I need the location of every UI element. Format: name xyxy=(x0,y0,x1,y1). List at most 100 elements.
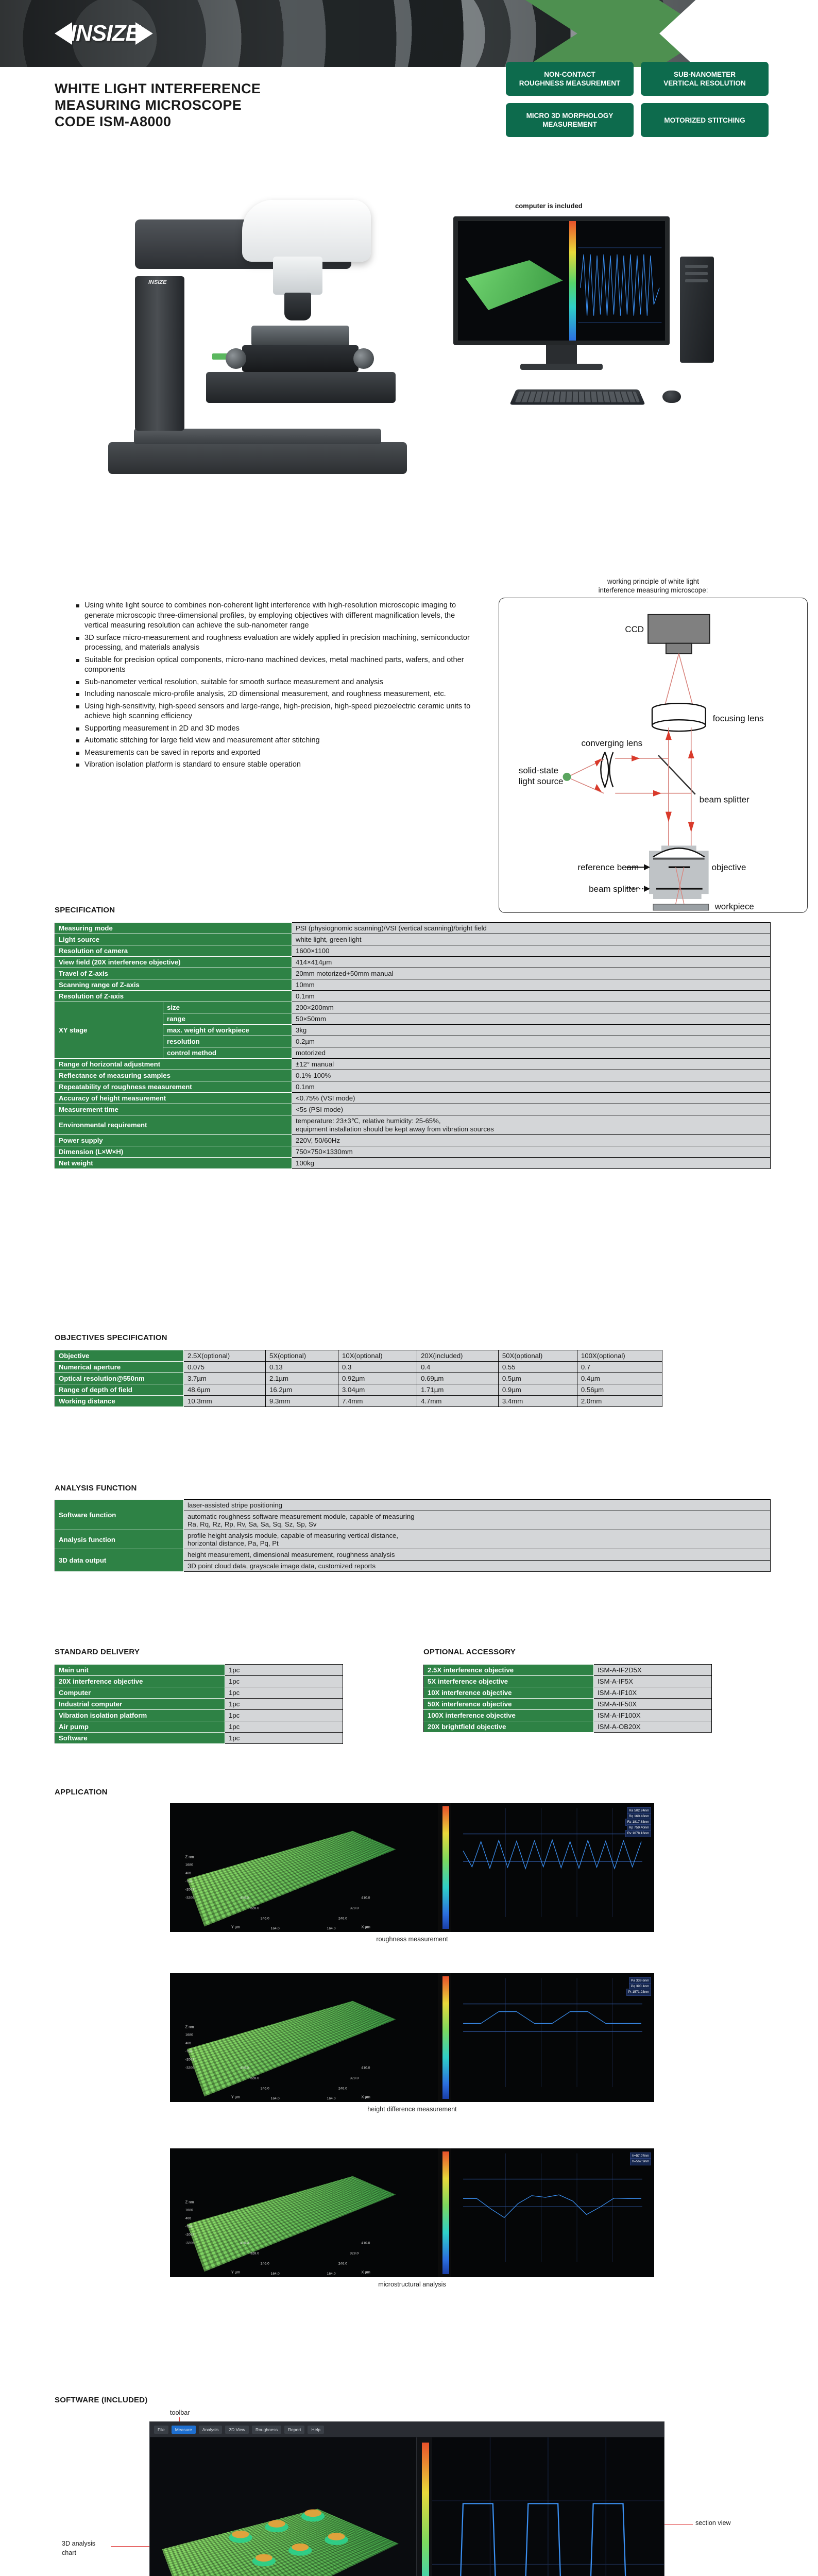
computer-included-note: computer is included xyxy=(515,202,583,210)
machine-stage-knob-left xyxy=(226,348,246,369)
table-row: Numerical aperture 0.075 0.13 0.3 0.4 0.55 0.7 xyxy=(55,1361,663,1373)
delivery-item-name: Vibration isolation platform xyxy=(55,1709,225,1721)
badge-2-line-1: SUB-NANOMETER xyxy=(673,71,736,78)
software-section-view[interactable] xyxy=(432,2437,664,2576)
table-row: max. weight of workpiece 3kg xyxy=(55,1024,771,1036)
svg-text:Y µm: Y µm xyxy=(231,1925,240,1929)
software-tab[interactable]: Help xyxy=(308,2425,324,2434)
table-row: 20X interference objective 1pc xyxy=(55,1675,343,1687)
callout-3d-chart-leader xyxy=(111,2546,152,2547)
svg-text:Z nm: Z nm xyxy=(185,2024,194,2029)
objectives-cell: 2.0mm xyxy=(576,1395,663,1407)
svg-text:X µm: X µm xyxy=(361,1925,370,1929)
plot-annotation: h=562.9nm xyxy=(630,2158,651,2165)
svg-text:410.0: 410.0 xyxy=(240,1896,249,1900)
optional-item-name: 10X interference objective xyxy=(423,1687,594,1699)
spec-value: 0.1%-100% xyxy=(292,1070,771,1081)
svg-text:164.0: 164.0 xyxy=(327,2272,336,2276)
optional-item-code: ISM-A-IF50X xyxy=(593,1698,712,1710)
spec-key: Measurement time xyxy=(55,1104,292,1115)
svg-text:246.0: 246.0 xyxy=(338,2262,347,2265)
svg-text:328.0: 328.0 xyxy=(350,2252,359,2256)
machine-stage-knob-right xyxy=(353,348,374,369)
badge-1-line-2: ROUGHNESS MEASUREMENT xyxy=(519,79,621,87)
svg-text:focusing lens: focusing lens xyxy=(713,714,764,723)
svg-text:-2002: -2002 xyxy=(185,2233,195,2237)
software-3d-analysis-chart[interactable] xyxy=(150,2437,417,2576)
svg-text:-798: -798 xyxy=(185,2050,193,2054)
application-profile-plot: h=57.07nm h=562.9nm xyxy=(451,2148,654,2277)
badge-micro-3d-morphology: MICRO 3D MORPHOLOGY MEASUREMENT xyxy=(506,103,634,137)
svg-text:410.0: 410.0 xyxy=(361,2242,370,2245)
software-toolbar[interactable]: File Measure Analysis 3D View Roughness Repor… xyxy=(150,2422,664,2437)
application-screenshot: Z nm 1680 406 -798 -2002 -3206 410.0 328.0 246.0… xyxy=(170,1973,654,2102)
table-row: Main unit 1pc xyxy=(55,1664,343,1676)
svg-text:X µm: X µm xyxy=(361,2270,370,2275)
objectives-row-key: Working distance xyxy=(55,1395,184,1407)
specification-table-wrap: Measuring mode PSI (physiognomic scanning… xyxy=(55,922,771,1169)
software-tab[interactable]: Analysis xyxy=(198,2425,223,2434)
objectives-cell: 0.4µm xyxy=(576,1372,663,1384)
feature-badges: NON-CONTACT ROUGHNESS MEASUREMENT SUB-NA… xyxy=(506,62,779,137)
objectives-column-header: 50X(optional) xyxy=(498,1350,577,1362)
objectives-cell: 3.7µm xyxy=(183,1372,266,1384)
feature-item: Suitable for precision optical component… xyxy=(75,655,477,675)
application-color-bar xyxy=(438,1973,452,2102)
monitor-3d-view xyxy=(458,221,570,341)
objectives-row-key: Range of depth of field xyxy=(55,1384,184,1396)
table-row: Working distance 10.3mm 9.3mm 7.4mm 4.7mm 3.4… xyxy=(55,1395,663,1407)
table-row: 3D point cloud data, grayscale image dat… xyxy=(55,1560,771,1572)
table-row: 50X interference objective ISM-A-IF50X xyxy=(423,1698,712,1710)
spec-value: 220V, 50/60Hz xyxy=(292,1134,771,1146)
software-screenshot: File Measure Analysis 3D View Roughness Repor… xyxy=(149,2421,664,2576)
objectives-cell: 9.3mm xyxy=(265,1395,339,1407)
objectives-cell: 16.2µm xyxy=(265,1384,339,1396)
objectives-column-header: 5X(optional) xyxy=(265,1350,339,1362)
optional-item-code: ISM-A-OB20X xyxy=(593,1721,712,1733)
optional-item-name: 50X interference objective xyxy=(423,1698,594,1710)
monitor-stand xyxy=(546,345,577,364)
software-tab[interactable]: File xyxy=(154,2425,168,2434)
svg-text:328.0: 328.0 xyxy=(350,2077,359,2080)
feature-item: Vibration isolation platform is standard… xyxy=(75,760,477,770)
optional-item-code: ISM-A-IF10X xyxy=(593,1687,712,1699)
spec-key: Scanning range of Z-axis xyxy=(55,979,292,991)
software-tab[interactable]: Report xyxy=(284,2425,305,2434)
svg-text:1680: 1680 xyxy=(185,2033,193,2037)
svg-text:Z nm: Z nm xyxy=(185,2199,194,2204)
optional-item-name: 20X brightfield objective xyxy=(423,1721,594,1733)
svg-text:1680: 1680 xyxy=(185,2208,193,2212)
objectives-table: Objective 2.5X(optional) 5X(optional) 10X(o… xyxy=(55,1350,663,1407)
application-profile-plot: Pa 339.6nm Pq 390.1nm Pt 1571.23nm xyxy=(451,1973,654,2102)
badge-3-line-1: MICRO 3D MORPHOLOGY xyxy=(526,112,614,120)
svg-text:Y µm: Y µm xyxy=(231,2270,240,2275)
table-row: Environmental requirement temperature: 23… xyxy=(55,1115,771,1135)
software-tab[interactable]: Roughness xyxy=(251,2425,281,2434)
machine-optical-head xyxy=(242,200,371,262)
table-row: Scanning range of Z-axis 10mm xyxy=(55,979,771,991)
table-row: 100X interference objective ISM-A-IF100X xyxy=(423,1709,712,1721)
software-tab[interactable]: 3D View xyxy=(225,2425,249,2434)
spec-subkey: range xyxy=(163,1013,292,1025)
spec-value: 10mm xyxy=(292,979,771,991)
spec-value: 750×750×1330mm xyxy=(292,1146,771,1158)
spec-value: <5s (PSI mode) xyxy=(292,1104,771,1115)
table-header-row: Objective 2.5X(optional) 5X(optional) 10X(o… xyxy=(55,1350,663,1362)
software-tab[interactable]: Measure xyxy=(171,2425,196,2434)
svg-text:164.0: 164.0 xyxy=(327,1927,336,1930)
svg-text:328.0: 328.0 xyxy=(250,2252,259,2256)
svg-text:406: 406 xyxy=(185,1871,192,1875)
svg-text:-2002: -2002 xyxy=(185,2058,195,2062)
delivery-table-wrap: Main unit 1pc 20X interference objective 1p… xyxy=(55,1664,343,1744)
logo-left-arrow-icon xyxy=(55,22,72,45)
objectives-column-header: 20X(included) xyxy=(417,1350,499,1362)
svg-text:164.0: 164.0 xyxy=(271,1927,280,1930)
table-row: Resolution of camera 1600×1100 xyxy=(55,945,771,957)
product-title-line-1: WHITE LIGHT INTERFERENCE xyxy=(55,81,261,96)
spec-value: <0.75% (VSI mode) xyxy=(292,1092,771,1104)
application-screenshot: Z nm 1680 406 -798 -2002 -3206 410.0 328.0 246.0… xyxy=(170,2148,654,2277)
optional-item-name: 5X interference objective xyxy=(423,1675,594,1687)
product-title-line-2: MEASURING MICROSCOPE xyxy=(55,97,242,113)
insize-logo[interactable]: INSIZE xyxy=(55,20,153,47)
application-3d-view: Z nm 1680 406 -798 -2002 -3206 410.0 328.0 246.0… xyxy=(170,2148,438,2277)
